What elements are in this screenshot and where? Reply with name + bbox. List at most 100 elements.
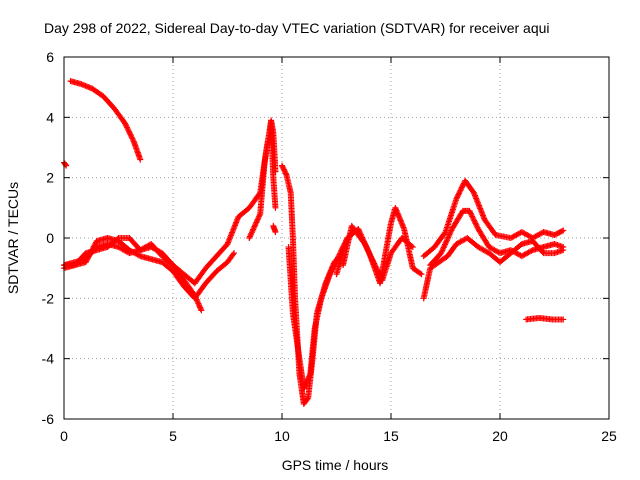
- x-tick-label: 10: [274, 428, 290, 444]
- data-point: [364, 246, 371, 253]
- data-point: [231, 250, 238, 257]
- data-point: [198, 307, 205, 314]
- data-point: [373, 266, 380, 273]
- data-point: [373, 264, 380, 271]
- data-point: [330, 264, 337, 271]
- series-s15: [523, 314, 567, 323]
- data-point: [455, 191, 462, 198]
- data-point: [126, 128, 133, 135]
- x-tick-label: 0: [60, 428, 68, 444]
- data-point: [370, 259, 377, 266]
- data-point: [366, 250, 373, 257]
- data-point: [114, 236, 121, 243]
- data-point: [327, 269, 334, 276]
- data-point: [122, 120, 129, 127]
- data-point: [230, 251, 237, 258]
- axis-ticks: 0 5 10 15 20 25 -6 -4 -2 0 2 4 6: [42, 49, 617, 444]
- series-s5: [61, 120, 279, 287]
- data-point: [408, 243, 415, 250]
- data-point: [272, 228, 279, 235]
- data-point: [128, 132, 135, 139]
- series-s7: [270, 222, 279, 235]
- data-point: [473, 221, 480, 228]
- data-point: [468, 212, 475, 219]
- data-point: [467, 209, 474, 216]
- data-point: [124, 124, 131, 131]
- y-tick-label: -4: [42, 351, 55, 367]
- data-point: [453, 195, 460, 202]
- data-point: [417, 270, 424, 277]
- y-tick-label: 4: [46, 109, 54, 125]
- data-point: [328, 267, 335, 274]
- data-point: [528, 247, 535, 254]
- data-point: [473, 223, 480, 230]
- x-tick-label: 25: [601, 428, 617, 444]
- data-point: [135, 252, 142, 259]
- data-point: [126, 130, 133, 137]
- data-point: [471, 218, 478, 225]
- data-point: [365, 247, 372, 254]
- data-point: [331, 261, 338, 268]
- data-point: [458, 186, 465, 193]
- data-point: [330, 262, 337, 269]
- data-point: [125, 127, 132, 134]
- data-point: [326, 271, 333, 278]
- chart-title: Day 298 of 2022, Sidereal Day-to-day VTE…: [44, 20, 550, 36]
- series-s2: [67, 78, 144, 163]
- data-point: [329, 265, 336, 272]
- data-point: [123, 123, 130, 130]
- data-point: [457, 187, 464, 194]
- data-point: [374, 267, 381, 274]
- data-point: [467, 210, 474, 217]
- data-point: [369, 256, 376, 263]
- data-point: [459, 183, 466, 190]
- data-series: [61, 78, 567, 407]
- data-point: [137, 156, 144, 163]
- data-point: [367, 252, 374, 259]
- data-point: [127, 131, 134, 138]
- data-point: [328, 268, 335, 275]
- y-tick-label: -6: [42, 411, 55, 427]
- data-point: [560, 316, 567, 323]
- y-tick-label: -2: [42, 290, 55, 306]
- x-tick-label: 5: [169, 428, 177, 444]
- data-point: [470, 216, 477, 223]
- data-point: [62, 161, 69, 168]
- data-point: [361, 241, 368, 248]
- x-tick-label: 15: [383, 428, 399, 444]
- grid-lines: [64, 57, 609, 419]
- data-point: [122, 121, 129, 128]
- data-point: [456, 188, 463, 195]
- series-s12: [420, 177, 567, 260]
- series-s11: [340, 222, 416, 284]
- y-tick-label: 2: [46, 170, 54, 186]
- x-tick-label: 20: [492, 428, 508, 444]
- data-point: [454, 194, 461, 201]
- data-point: [362, 242, 369, 249]
- data-point: [466, 207, 473, 214]
- data-point: [418, 271, 425, 278]
- y-tick-label: 0: [46, 230, 54, 246]
- data-point: [469, 214, 476, 221]
- data-point: [129, 135, 136, 142]
- data-point: [130, 137, 137, 144]
- data-point: [365, 249, 372, 256]
- data-point: [458, 184, 465, 191]
- data-point: [363, 245, 370, 252]
- data-point: [456, 190, 463, 197]
- y-axis-label: SDTVAR / TECUs: [5, 182, 21, 294]
- data-point: [272, 204, 279, 211]
- data-point: [454, 192, 461, 199]
- data-point: [558, 228, 565, 235]
- data-point: [372, 263, 379, 270]
- data-point: [363, 243, 370, 250]
- x-axis-label: GPS time / hours: [282, 457, 389, 473]
- data-point: [560, 227, 567, 234]
- data-point: [128, 134, 135, 141]
- y-tick-label: 6: [46, 49, 54, 65]
- data-point: [472, 220, 479, 227]
- data-point: [375, 268, 382, 275]
- data-point: [409, 244, 416, 251]
- series-s13: [427, 207, 567, 269]
